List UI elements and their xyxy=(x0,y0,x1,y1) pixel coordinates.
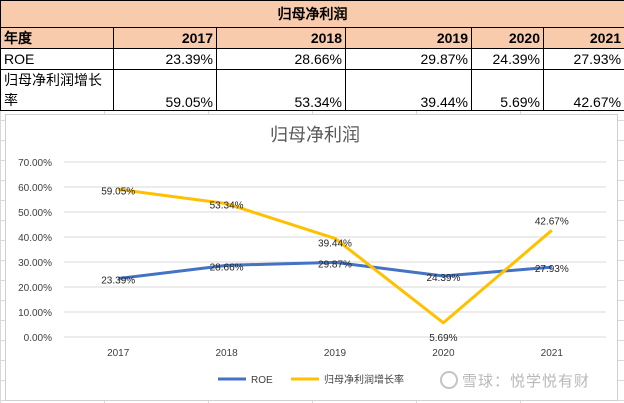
series-line-1 xyxy=(118,187,553,325)
data-label: 42.67% xyxy=(535,216,569,227)
year-cell[interactable]: 2018 xyxy=(216,27,346,49)
roe-cell[interactable]: 27.93% xyxy=(542,48,624,70)
data-table: 归母净利润 年度 2017 2018 2019 2020 2021 ROE 23… xyxy=(0,0,624,111)
roe-cell[interactable]: 23.39% xyxy=(113,48,217,70)
legend-label: ROE xyxy=(251,375,273,386)
y-tick-label: 40.00% xyxy=(18,233,52,244)
chart-title: 归母净利润 xyxy=(270,125,360,145)
y-tick-label: 0.00% xyxy=(24,333,52,344)
y-tick-label: 10.00% xyxy=(18,308,52,319)
data-label: 5.69% xyxy=(429,333,457,344)
data-label: 53.34% xyxy=(210,201,244,212)
chart-canvas: 归母净利润 0.00% 10.00% 20.00% 30.00% 40.00% 50.00%… xyxy=(18,125,606,386)
header-label[interactable]: 年度 xyxy=(0,27,114,49)
roe-cell[interactable]: 28.66% xyxy=(216,48,346,70)
y-tick-label: 60.00% xyxy=(18,183,52,194)
x-tick-label: 2019 xyxy=(324,348,347,359)
data-label: 39.44% xyxy=(318,238,352,249)
growth-cell[interactable]: 5.69% xyxy=(471,69,544,111)
roe-cell[interactable]: 29.87% xyxy=(345,48,472,70)
year-cell[interactable]: 2019 xyxy=(345,27,472,49)
year-cell[interactable]: 2021 xyxy=(542,27,624,49)
data-label: 29.87% xyxy=(318,259,352,270)
legend-label: 归母净利润增长率 xyxy=(324,373,404,386)
year-cell[interactable]: 2017 xyxy=(113,27,217,49)
watermark: 雪球：悦学悦有财 xyxy=(440,370,590,391)
data-label: 59.05% xyxy=(101,186,135,197)
growth-cell[interactable]: 42.67% xyxy=(542,69,624,111)
year-cell[interactable]: 2020 xyxy=(471,27,544,49)
y-tick-label: 50.00% xyxy=(18,208,52,219)
y-tick-label: 70.00% xyxy=(18,158,52,169)
y-tick-label: 30.00% xyxy=(18,258,52,269)
roe-cell[interactable]: 24.39% xyxy=(471,48,544,70)
growth-cell[interactable]: 59.05% xyxy=(113,69,217,111)
x-tick-label: 2020 xyxy=(432,348,455,359)
x-tick-label: 2018 xyxy=(215,348,238,359)
data-label: 27.93% xyxy=(535,264,569,275)
data-label: 23.39% xyxy=(101,276,135,287)
y-tick-label: 20.00% xyxy=(18,283,52,294)
row-label-growth[interactable]: 归母净利润增长率 xyxy=(0,69,114,111)
row-label-roe[interactable]: ROE xyxy=(0,48,114,70)
watermark-text: 雪球：悦学悦有财 xyxy=(462,373,591,390)
data-label: 28.66% xyxy=(210,262,244,273)
x-tick-label: 2021 xyxy=(541,348,564,359)
series-line-0 xyxy=(118,260,552,281)
table-title[interactable]: 归母净利润 xyxy=(0,0,624,28)
line-chart[interactable]: 归母净利润 0.00% 10.00% 20.00% 30.00% 40.00% 50.00%… xyxy=(5,114,618,401)
growth-cell[interactable]: 39.44% xyxy=(345,69,472,111)
data-label: 24.39% xyxy=(426,273,460,284)
snowball-logo-icon xyxy=(440,371,458,389)
x-tick-label: 2017 xyxy=(107,348,130,359)
growth-cell[interactable]: 53.34% xyxy=(216,69,346,111)
